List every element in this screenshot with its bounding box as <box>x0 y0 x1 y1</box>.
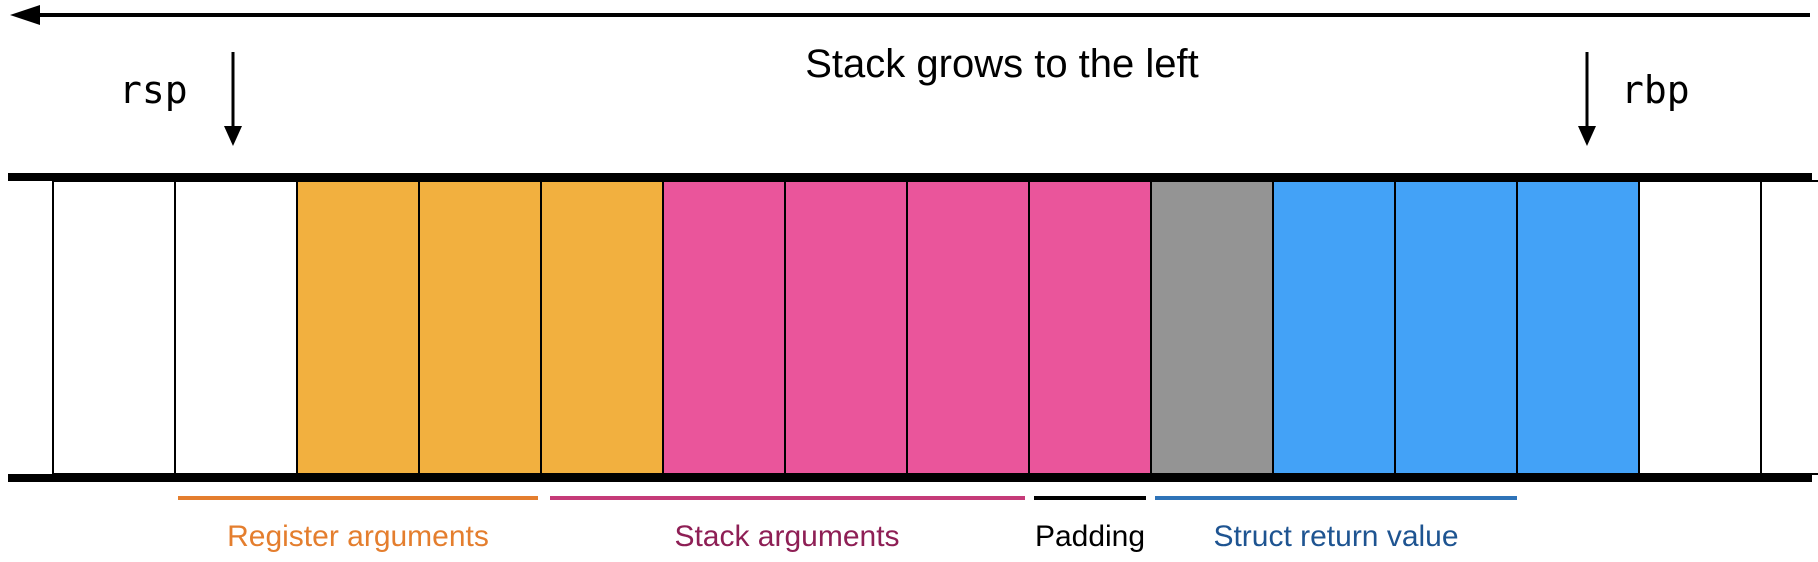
rbp-pointer: rbp <box>1578 52 1690 146</box>
stack-slot-struct-11 <box>1272 180 1396 475</box>
stack-slot-stack-8 <box>906 180 1030 475</box>
rbp-label: rbp <box>1621 68 1690 112</box>
struct-return-value-label: Struct return value <box>1213 520 1458 553</box>
rsp-label: rsp <box>119 68 188 112</box>
register-arguments-label: Register arguments <box>227 520 489 553</box>
rsp-arrowhead <box>224 126 242 146</box>
stack-slot-stack-9 <box>1028 180 1152 475</box>
rbp-arrowhead <box>1578 126 1596 146</box>
diagram-title: Stack grows to the left <box>805 42 1199 86</box>
segment-legend: Register arguments Stack arguments Paddi… <box>178 496 1517 553</box>
stack-slot-padding-10 <box>1150 180 1274 475</box>
direction-arrow <box>10 5 1810 25</box>
stack-slot-struct-13 <box>1516 180 1640 475</box>
stack-arguments-label: Stack arguments <box>674 520 899 553</box>
direction-arrowhead-left <box>10 5 40 25</box>
rsp-pointer: rsp <box>119 52 242 146</box>
stack-slot-empty-14 <box>1638 180 1762 475</box>
stack-slot-register-4 <box>418 180 542 475</box>
padding-label: Padding <box>1035 520 1145 553</box>
stack-slot-register-3 <box>296 180 420 475</box>
stack-slot-stack-7 <box>784 180 908 475</box>
stack-slot-register-5 <box>540 180 664 475</box>
stack-slot-empty-2 <box>174 180 298 475</box>
stack-slot-stack-6 <box>662 180 786 475</box>
stack-slot-empty-1 <box>52 180 176 475</box>
stack-slot-empty-15 <box>1760 180 1818 475</box>
stack-slot-struct-12 <box>1394 180 1518 475</box>
stack-slots <box>52 180 1818 475</box>
